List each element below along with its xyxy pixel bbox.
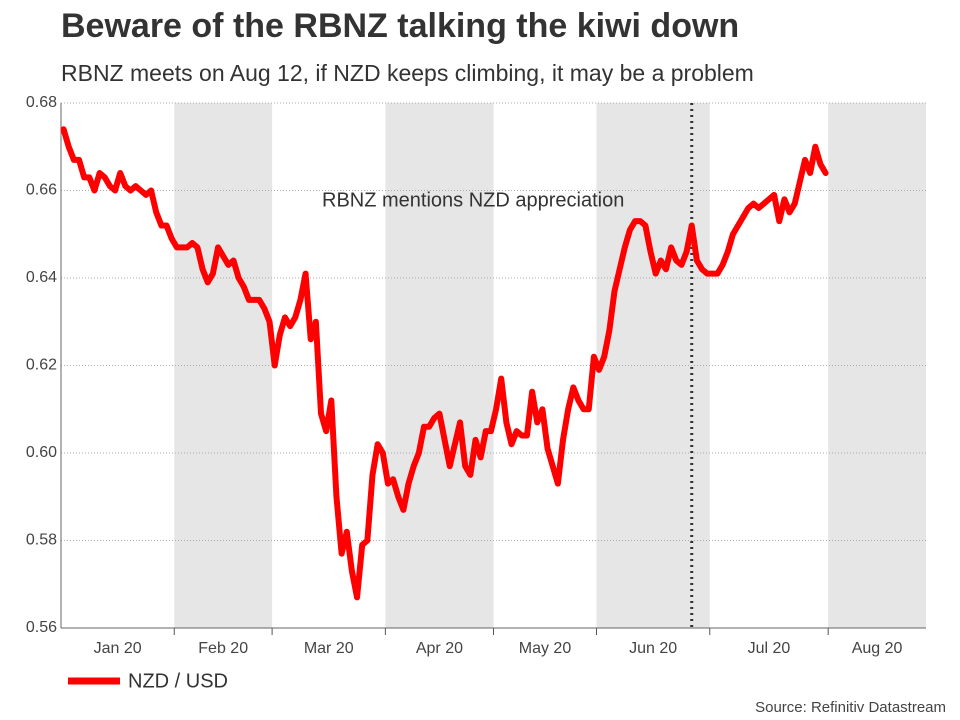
y-tick-label: 0.64 <box>26 269 57 286</box>
plot: Jan 20 Feb 20 Mar 20 Apr 20 May 20 Jun 20 Jul … <box>26 94 926 692</box>
chart-title: Beware of the RBNZ talking the kiwi down <box>61 7 739 45</box>
month-shade <box>596 103 710 628</box>
x-tick-label: Jul 20 <box>748 640 791 657</box>
x-tick-label: Mar 20 <box>304 640 354 657</box>
x-tick-label: Aug 20 <box>852 640 903 657</box>
x-tick-label: Apr 20 <box>416 640 463 657</box>
line <box>60 126 829 601</box>
y-tick-label: 0.66 <box>26 182 57 199</box>
x-tick-label: Jan 20 <box>94 640 142 657</box>
y-tick-label: 0.68 <box>26 94 57 111</box>
x-tick-label: May 20 <box>519 640 572 657</box>
legend-label: NZD / USD <box>128 670 228 692</box>
annotation: RBNZ mentions NZD appreciation <box>322 189 624 211</box>
source: Source: Refinitiv Datastream <box>755 699 946 716</box>
chart-subtitle: RBNZ meets on Aug 12, if NZD keeps climb… <box>61 60 754 86</box>
x-tick-label: Feb 20 <box>198 640 248 657</box>
y-tick-label: 0.62 <box>26 357 57 374</box>
x-tick-label: Jun 20 <box>629 640 677 657</box>
y-tick-label: 0.56 <box>26 619 57 636</box>
y-tick-label: 0.60 <box>26 444 57 461</box>
y-tick-label: 0.58 <box>26 532 57 549</box>
